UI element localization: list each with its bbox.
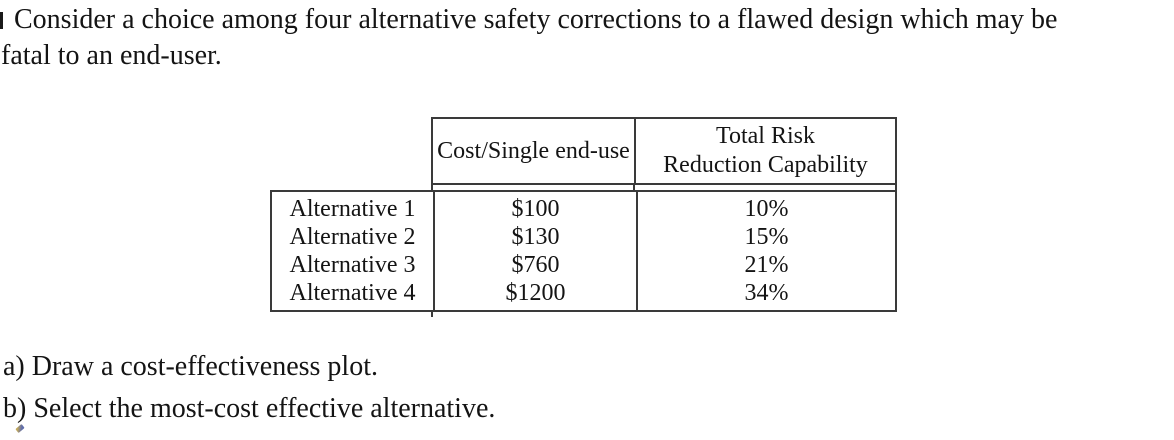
table-cell-risk: 34% [744,280,789,306]
table-body: Alternative 1 Alternative 2 Alternative … [270,190,897,312]
table-border-connector [633,185,635,190]
cut-off-character-mark [0,12,3,29]
table-border-stub [431,312,433,317]
table-border-connector [895,185,897,190]
table-column-alternatives: Alternative 1 Alternative 2 Alternative … [272,192,435,310]
table-cell-cost: $760 [511,252,560,278]
table-cell-risk: 15% [744,224,789,250]
table-border-connector [431,185,433,190]
table-cell-risk: 10% [744,196,789,222]
problem-statement-line1: Consider a choice among four alternative… [14,4,1058,35]
table-cell-cost: $100 [511,196,560,222]
table-cell-label: Alternative 2 [289,224,416,250]
table-cell-risk: 21% [744,252,789,278]
question-b: b) Select the most-cost effective altern… [3,393,496,424]
table-cell-label: Alternative 3 [289,252,416,278]
table-cell-cost: $1200 [505,280,566,306]
table-column-cost: $100 $130 $760 $1200 [435,192,638,310]
question-a: a) Draw a cost-effectiveness plot. [3,351,378,382]
table-cell-label: Alternative 4 [289,280,416,306]
table-header-risk-line1: Total Risk [716,123,815,149]
table-header-risk-line2: Reduction Capability [663,152,868,178]
problem-statement-line2: fatal to an end-user. [1,40,222,71]
table-cell-label: Alternative 1 [289,196,416,222]
table-header-risk: Total Risk Reduction Capability [636,119,895,183]
table-column-risk: 10% 15% 21% 34% [638,192,895,310]
table-header-row: Cost/Single end-use Total Risk Reduction… [431,117,897,185]
problem-statement: Consider a choice among four alternative… [0,2,1057,74]
table-header-cost: Cost/Single end-use [433,119,636,183]
table-cell-cost: $130 [511,224,560,250]
